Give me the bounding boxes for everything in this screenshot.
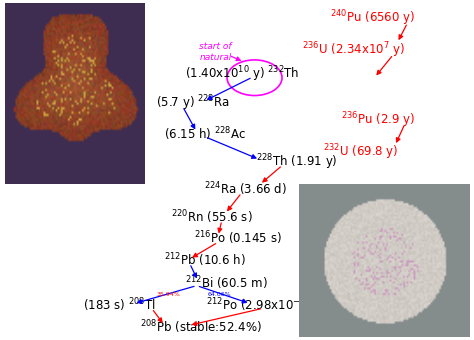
Text: (6.15 h) $^{228}$Ac: (6.15 h) $^{228}$Ac (164, 125, 246, 143)
Text: 35.94%: 35.94% (156, 291, 180, 296)
Text: $^{232}$U (69.8 y): $^{232}$U (69.8 y) (323, 142, 398, 162)
Text: $^{240}$Pu (6560 y): $^{240}$Pu (6560 y) (329, 8, 415, 28)
Text: $^{224}$Ra (3.66 d): $^{224}$Ra (3.66 d) (204, 181, 287, 198)
Text: $^{212}$Pb (10.6 h): $^{212}$Pb (10.6 h) (164, 252, 246, 270)
Text: $^{212}$Bi (60.5 m): $^{212}$Bi (60.5 m) (185, 274, 268, 292)
Text: (5.7 y) $^{228}$Ra: (5.7 y) $^{228}$Ra (156, 94, 230, 114)
Text: $^{228}$Th (1.91 y): $^{228}$Th (1.91 y) (256, 152, 337, 172)
Text: (1.40x10$^{10}$ y) $^{232}$Th: (1.40x10$^{10}$ y) $^{232}$Th (185, 65, 299, 84)
Text: (183 s) $^{208}$Tl: (183 s) $^{208}$Tl (83, 296, 156, 314)
Text: $^{216}$Po (0.145 s): $^{216}$Po (0.145 s) (194, 229, 282, 247)
Text: $^{220}$Rn (55.6 s): $^{220}$Rn (55.6 s) (171, 208, 252, 226)
Text: $^{236}$U (2.34x10$^{7}$ y): $^{236}$U (2.34x10$^{7}$ y) (302, 40, 405, 60)
Text: start of
natural: start of natural (200, 42, 232, 62)
Text: 64.06%: 64.06% (208, 291, 231, 296)
Text: $^{208}$Pb (stable:52.4%): $^{208}$Pb (stable:52.4%) (140, 318, 262, 336)
Text: $^{212}$Po (2.98x10$^{-7}$ s): $^{212}$Po (2.98x10$^{-7}$ s) (206, 296, 321, 314)
Text: $^{236}$Pu (2.9 y): $^{236}$Pu (2.9 y) (341, 110, 415, 130)
